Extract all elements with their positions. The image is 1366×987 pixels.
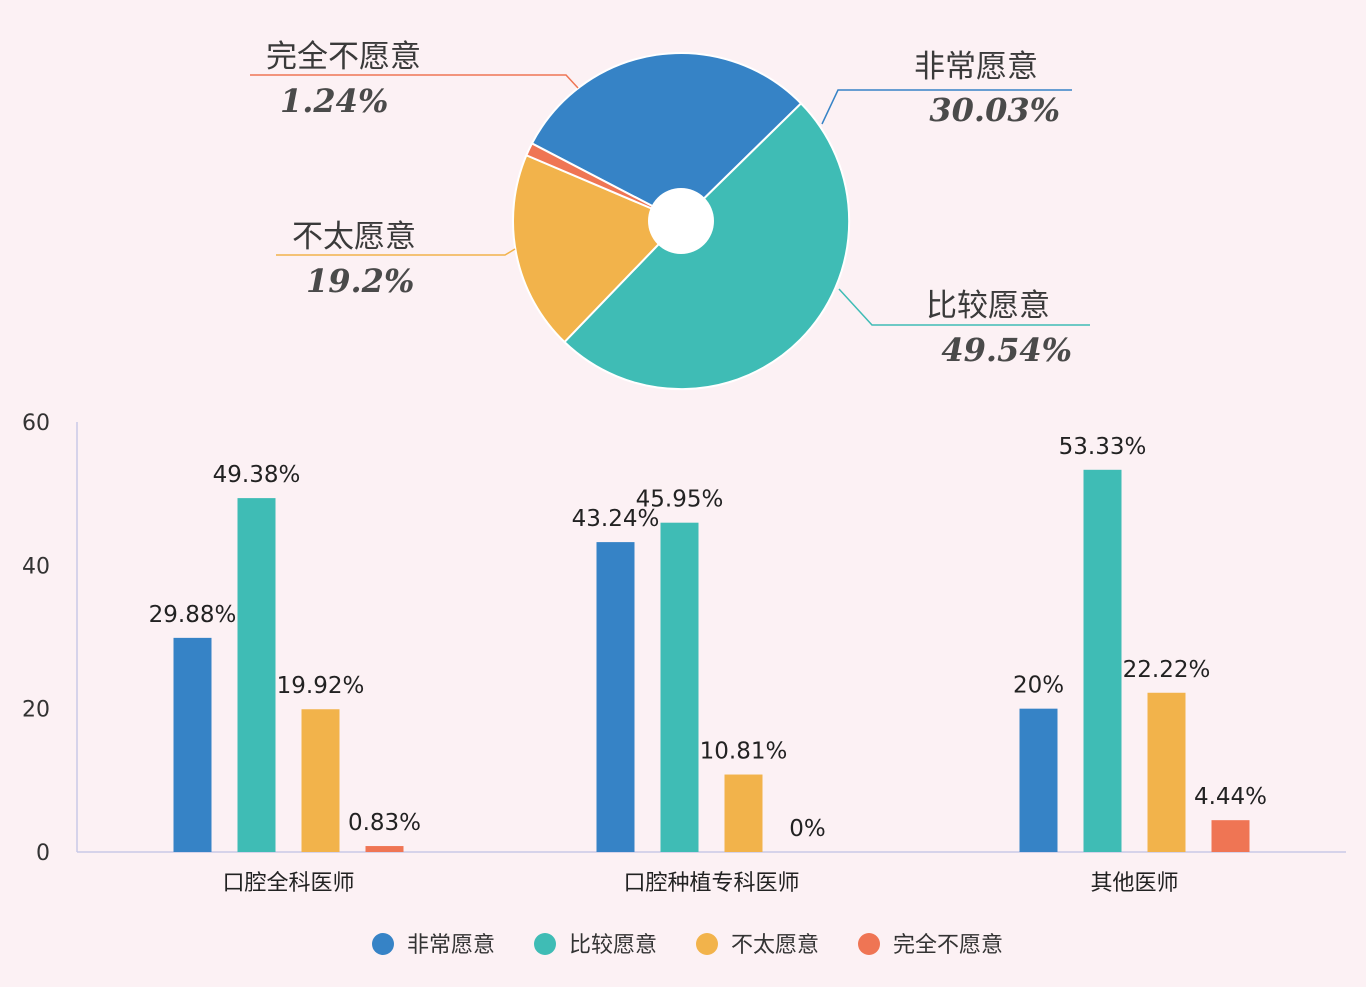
bar: [1211, 820, 1250, 852]
pie-slice-name: 完全不愿意: [266, 39, 421, 75]
bar: [301, 709, 340, 852]
pie-slice: [525, 142, 682, 222]
pie-slice: [512, 153, 683, 344]
bar: [365, 846, 404, 852]
bar-data-label: 0.83%: [348, 810, 421, 836]
bar-data-label: 45.95%: [636, 487, 724, 513]
pie-slice-percent: 19.2%: [306, 262, 414, 300]
pie-slice-percent: 1.24%: [280, 82, 388, 120]
y-tick-label: 0: [36, 841, 50, 866]
bar-data-label: 22.22%: [1123, 657, 1211, 683]
pie-slice-name: 非常愿意: [914, 49, 1038, 85]
x-category-label: 其他医师: [1090, 871, 1178, 896]
bar: [173, 637, 212, 852]
pie-leader-line: [838, 288, 1090, 326]
bar: [660, 522, 699, 852]
legend-marker: [858, 933, 880, 955]
pie-slice: [530, 52, 803, 223]
bar-data-label: 53.33%: [1059, 434, 1147, 460]
y-tick-label: 60: [22, 411, 50, 436]
legend-label: 非常愿意: [407, 933, 495, 958]
bar-data-label: 0%: [789, 816, 826, 842]
bar: [237, 498, 276, 852]
bar-data-label: 19.92%: [277, 673, 365, 699]
pie-center-hole: [648, 188, 714, 254]
pie-leader-line: [821, 89, 1072, 125]
x-category-label: 口腔种植专科医师: [623, 871, 799, 896]
bar-data-label: 49.38%: [213, 462, 301, 488]
bar-data-label: 43.24%: [572, 506, 660, 532]
x-category-label: 口腔全科医师: [222, 871, 354, 896]
y-tick-label: 20: [22, 698, 50, 723]
bar: [1147, 692, 1186, 852]
pie-slice-name: 不太愿意: [292, 219, 416, 255]
pie-leader-line: [250, 74, 579, 89]
legend-marker: [696, 933, 718, 955]
legend-label: 不太愿意: [731, 933, 819, 958]
pie-slice-percent: 49.54%: [941, 331, 1072, 369]
bar-data-label: 29.88%: [149, 602, 237, 628]
bar: [1083, 469, 1122, 852]
pie-slice: [563, 102, 851, 391]
y-tick-label: 40: [22, 554, 50, 579]
bar-data-label: 10.81%: [700, 739, 788, 765]
bar-data-label: 20%: [1013, 673, 1064, 699]
legend-label: 完全不愿意: [893, 933, 1003, 958]
legend-label: 比较愿意: [569, 933, 657, 958]
bar: [724, 774, 763, 852]
pie-slice-percent: 30.03%: [929, 91, 1060, 129]
bar: [1019, 708, 1058, 852]
legend-marker: [372, 933, 394, 955]
pie-slice-name: 比较愿意: [926, 288, 1050, 324]
bar: [596, 542, 635, 852]
legend-marker: [534, 933, 556, 955]
bar-data-label: 4.44%: [1194, 784, 1267, 810]
pie-leader-line: [276, 248, 516, 256]
